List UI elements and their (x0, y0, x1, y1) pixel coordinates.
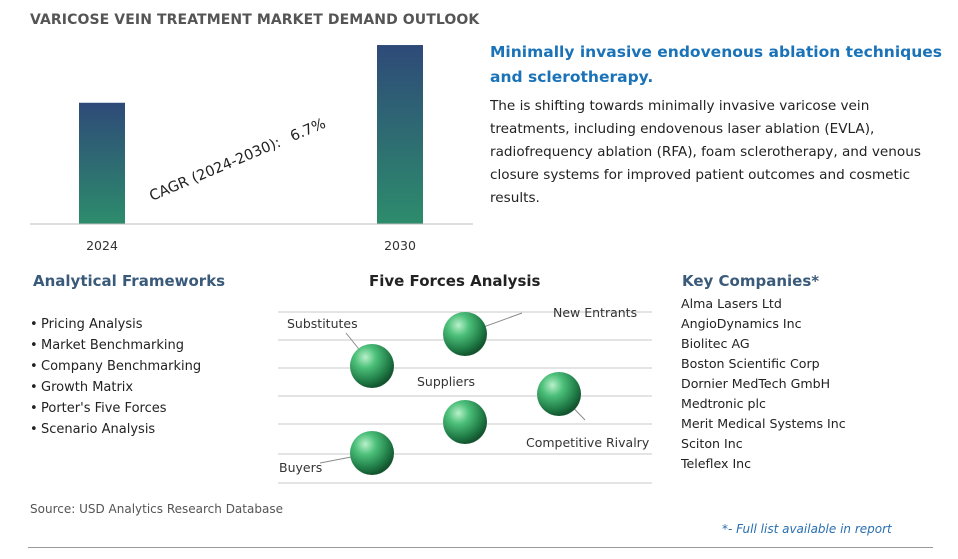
cagr-label: CAGR (2024-2030): (147, 135, 283, 205)
companies-list: Alma Lasers Ltd AngioDynamics Inc Biolit… (681, 294, 846, 474)
list-item: Teleflex Inc (681, 456, 752, 471)
force-sphere-suppliers (443, 400, 487, 444)
x-tick-labels: 2024 2030 (86, 238, 416, 253)
list-item: Sciton Inc (681, 436, 743, 451)
list-item: Market Benchmarking (30, 335, 201, 356)
cagr-annotation: CAGR (2024-2030):6.7% (147, 116, 328, 205)
list-item: Pricing Analysis (30, 314, 201, 335)
force-label-buyers: Buyers (279, 460, 322, 475)
list-item: Dornier MedTech GmbH (681, 376, 831, 391)
force-sphere-new-entrants (443, 312, 487, 356)
five-forces-heading: Five Forces Analysis (369, 272, 541, 290)
list-item: Biolitec AG (681, 336, 750, 351)
footnote: *- Full list available in report (722, 522, 892, 536)
bar-chart: 2024 2030 CAGR (2024-2030):6.7% (30, 45, 473, 253)
bar-2030 (377, 45, 423, 224)
list-item: AngioDynamics Inc (681, 316, 802, 331)
list-item: Porter's Five Forces (30, 398, 201, 419)
force-label-substitutes: Substitutes (287, 316, 358, 331)
cagr-value: 6.7% (288, 116, 328, 145)
force-sphere-buyers (350, 431, 394, 475)
force-label-suppliers: Suppliers (417, 374, 475, 389)
list-item: Scenario Analysis (30, 419, 201, 440)
frameworks-heading: Analytical Frameworks (33, 272, 226, 290)
list-item: Medtronic plc (681, 396, 766, 411)
source-note: Source: USD Analytics Research Database (30, 502, 283, 516)
list-item: Merit Medical Systems Inc (681, 416, 846, 431)
page-title: VARICOSE VEIN TREATMENT MARKET DEMAND OU… (30, 12, 480, 28)
bottom-divider (28, 547, 933, 548)
insight-headline: Minimally invasive endovenous ablation t… (490, 43, 943, 86)
frameworks-list: Pricing Analysis Market Benchmarking Com… (30, 314, 201, 440)
companies-heading: Key Companies* (682, 272, 820, 290)
list-item: Alma Lasers Ltd (681, 296, 782, 311)
force-label-new-entrants: New Entrants (553, 305, 637, 320)
list-item: Company Benchmarking (30, 356, 201, 377)
list-item: Growth Matrix (30, 377, 201, 398)
x-tick-label: 2024 (86, 238, 118, 253)
force-sphere-substitutes (350, 344, 394, 388)
force-grid-lines (278, 311, 652, 484)
force-connectors (319, 312, 586, 464)
force-label-competitive-rivalry: Competitive Rivalry (526, 435, 650, 450)
x-tick-label: 2030 (384, 238, 416, 253)
bar-2024 (79, 102, 125, 224)
insight-body: The is shifting towards minimally invasi… (490, 98, 921, 206)
force-sphere-competitive-rivalry (537, 372, 581, 416)
bars-group (79, 45, 423, 224)
list-item: Boston Scientific Corp (681, 356, 820, 371)
